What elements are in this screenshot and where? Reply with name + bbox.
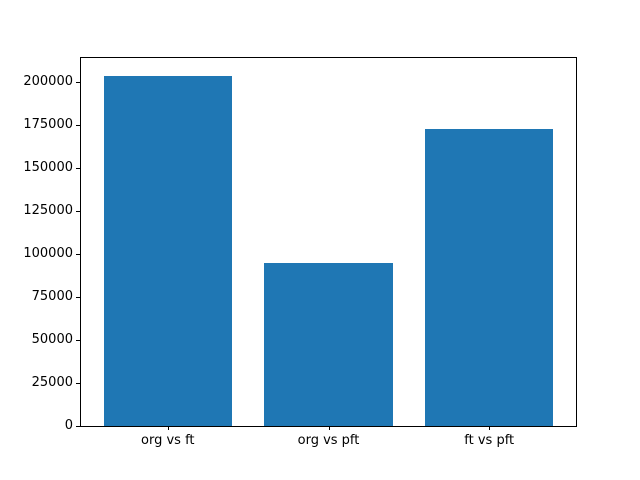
- x-tick-mark: [328, 426, 330, 430]
- y-tick-mark: [76, 125, 80, 127]
- x-tick-mark: [489, 426, 491, 430]
- y-tick-label: 25000: [31, 375, 73, 391]
- y-tick-mark: [76, 426, 80, 427]
- x-tick-label: org vs pft: [297, 433, 360, 448]
- y-tick-label: 50000: [31, 332, 73, 348]
- y-tick-mark: [76, 211, 80, 213]
- y-tick-label: 200000: [23, 74, 73, 90]
- y-tick-mark: [76, 340, 80, 342]
- y-tick-mark: [76, 168, 80, 170]
- y-tick-label: 150000: [23, 160, 73, 176]
- y-tick-label: 125000: [23, 203, 73, 219]
- x-tick-label: ft vs pft: [464, 433, 515, 448]
- y-tick-label: 175000: [23, 117, 73, 133]
- x-tick-mark: [167, 426, 169, 430]
- bar-org-vs-ft: [103, 75, 233, 426]
- y-tick-label: 75000: [31, 289, 73, 305]
- y-tick-label: 100000: [23, 246, 73, 262]
- x-tick-label: org vs ft: [141, 433, 195, 448]
- y-tick-label: 0: [64, 418, 73, 433]
- y-tick-mark: [76, 82, 80, 84]
- bar-ft-vs-pft: [424, 128, 554, 426]
- y-tick-mark: [76, 383, 80, 385]
- y-tick-mark: [76, 254, 80, 256]
- bar-org-vs-pft: [264, 262, 393, 426]
- y-tick-mark: [76, 297, 80, 299]
